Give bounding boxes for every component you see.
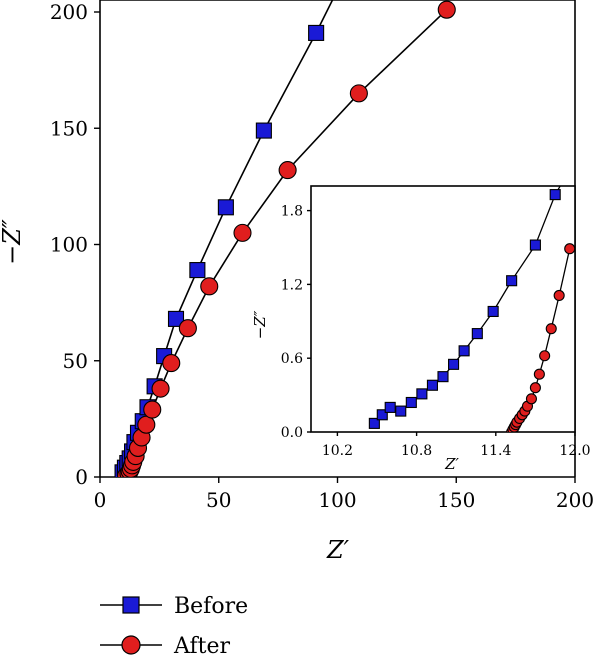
main-point-before [217,199,234,216]
main-x-tick-label: 100 [318,488,356,512]
x-axis-title: Z′ [326,536,350,564]
main-point-before [167,310,185,327]
inset-x-tick-label: 12.0 [559,443,590,459]
main-y-tick-label: 150 [50,116,88,140]
inset-y-tick-label: 1.8 [281,204,303,220]
main-y-tick-label: 0 [75,465,88,489]
inset-point-before [487,305,499,318]
inset-point-before [437,371,449,383]
inset-point-before [471,328,483,340]
inset-point-before [384,401,396,413]
inset-x-tick-label: 10.2 [322,443,353,459]
main-point-after [437,0,456,19]
legend-after-marker [121,635,141,655]
inset-x-axis-title: Z′ [444,455,459,473]
inset-point-before [458,345,470,357]
inset-point-before [368,417,380,429]
inset-y-tick-label: 0.6 [281,351,303,367]
inset-point-before [549,189,561,201]
inset-x-tick-label: 10.8 [401,443,432,459]
inset-y-tick-label: 1.2 [281,277,303,293]
main-point-after [200,277,219,296]
inset-point-after [529,382,541,394]
main-point-after [143,400,162,419]
inset-point-before [395,405,407,417]
inset-point-after [539,350,551,362]
inset-y-axis-title: −Z″ [251,310,269,339]
inset-point-before [506,275,518,287]
inset-point-after [564,243,575,255]
main-x-tick-label: 150 [437,488,475,512]
main-y-tick-label: 200 [50,0,88,24]
main-point-after [349,84,368,103]
main-point-after [137,415,156,434]
inset-x-tick-label: 11.4 [480,443,511,459]
main-point-after [278,161,297,180]
legend-before-marker [122,596,140,614]
inset-point-after [545,323,557,335]
main-point-before [308,24,325,41]
legend-after-label: After [173,634,231,657]
main-point-after [162,354,181,373]
main-y-tick-label: 50 [63,349,88,373]
legend: Before After [100,594,248,657]
inset-point-before [376,409,388,421]
inset-point-before [405,396,417,409]
inset-y-tick-label: 0.0 [281,425,303,441]
inset-point-after [525,393,537,405]
inset-point-before [416,388,428,400]
inset-point-before [426,379,438,391]
main-x-tick-label: 200 [556,488,594,512]
inset-point-before [448,358,460,370]
inset-point-before [529,239,541,251]
main-x-tick-label: 0 [94,488,107,512]
main-x-tick-label: 50 [206,488,231,512]
main-point-before [189,262,206,279]
legend-before-label: Before [174,594,248,619]
main-y-tick-label: 100 [50,233,88,257]
main-point-after [233,223,252,242]
main-point-before [255,122,272,139]
inset-point-after [553,289,565,302]
y-axis-title: −Z″ [0,219,26,265]
inset-point-after [533,368,545,380]
main-point-after [151,379,170,398]
main-point-after [178,319,197,338]
inset-point-before [577,144,587,154]
